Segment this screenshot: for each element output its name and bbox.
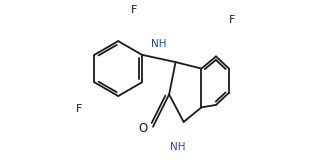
Text: F: F [229, 15, 235, 25]
Text: F: F [76, 104, 83, 114]
Text: NH: NH [170, 142, 186, 152]
Text: F: F [130, 5, 137, 15]
Text: O: O [139, 122, 148, 135]
Text: NH: NH [151, 39, 166, 49]
